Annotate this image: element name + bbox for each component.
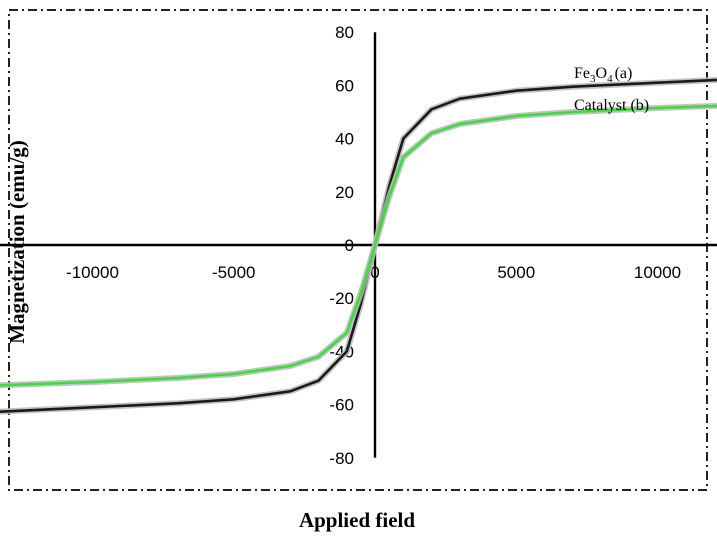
legend-label-catalyst: Catalyst (b) [574, 97, 649, 114]
y-tick-label: -80 [329, 449, 354, 468]
figure-frame [8, 9, 708, 491]
x-tick-label: 5000 [497, 263, 535, 282]
y-tick-label: 60 [335, 76, 354, 95]
y-tick-label: -60 [329, 396, 354, 415]
series-layer [0, 76, 717, 415]
x-tick-label: -10000 [66, 263, 119, 282]
y-tick-label: -20 [329, 289, 354, 308]
y-tick-label: 80 [335, 23, 354, 42]
legend-label-fe3o4: Fe3O4 (a) [574, 65, 632, 85]
x-tick-label: -5000 [212, 263, 255, 282]
x-tick-labels: -20000-15000-10000-500005000100001500020… [66, 263, 681, 282]
x-tick-label: 10000 [634, 263, 681, 282]
y-tick-label: 40 [335, 130, 354, 149]
y-tick-label: 0 [345, 236, 354, 255]
legend: Fe3O4 (a) Catalyst (b) [574, 65, 649, 114]
y-axis-title: Magnetization (emu/g) [5, 140, 29, 344]
y-tick-label: 20 [335, 183, 354, 202]
x-axis-title: Applied field [299, 508, 415, 532]
x-tick-label: 0 [370, 263, 379, 282]
series-line-catalyst [0, 104, 717, 387]
